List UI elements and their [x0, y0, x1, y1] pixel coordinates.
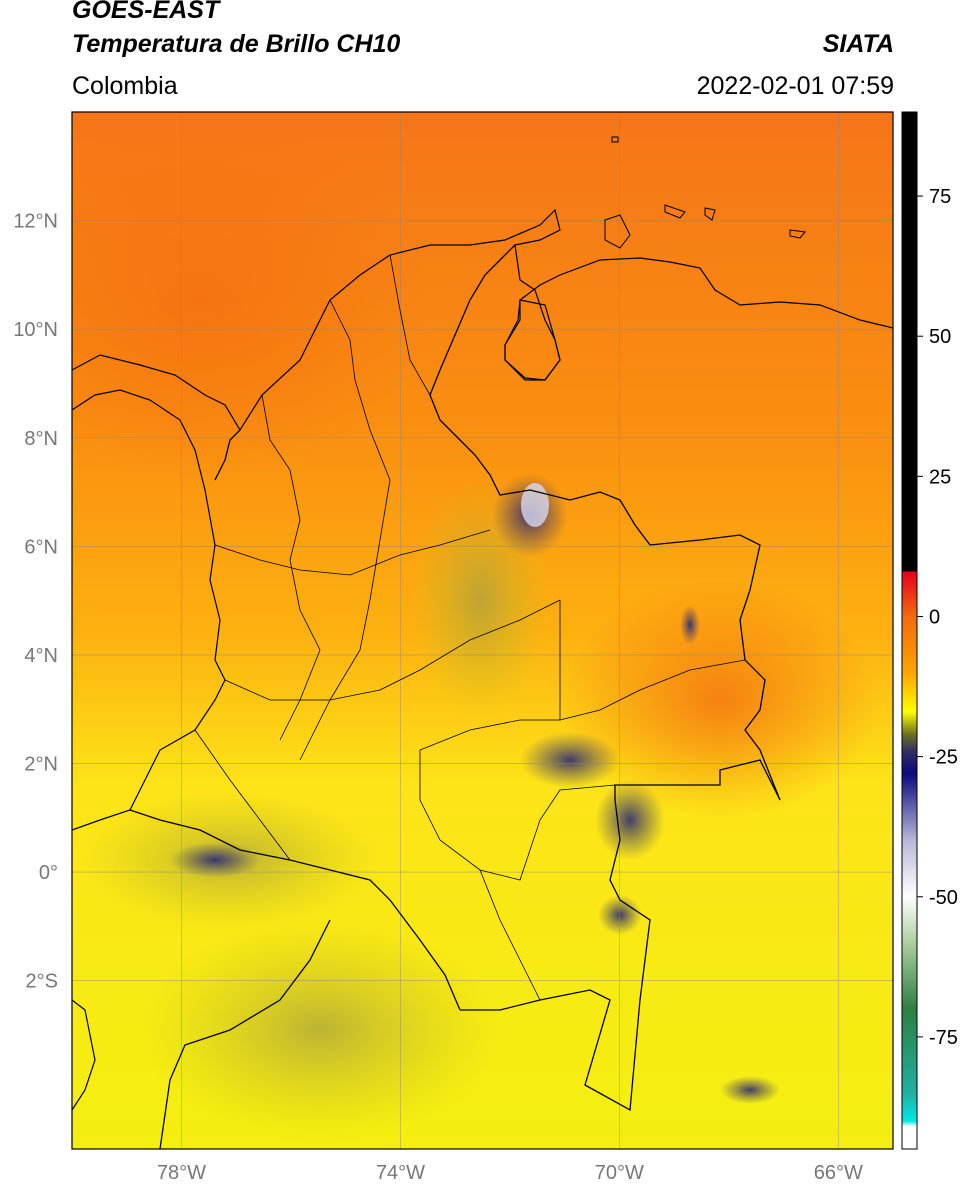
- latitude-tick-label: 10°N: [13, 319, 58, 341]
- convection-cell: [598, 895, 642, 935]
- department-border: [479, 869, 541, 1001]
- lake-maracaibo: [504, 299, 561, 381]
- island: [704, 207, 716, 221]
- colorbar-tick-label: -25: [929, 747, 958, 769]
- international-borders: [129, 244, 781, 1149]
- latitude-tick-label: 8°N: [24, 428, 58, 450]
- department-border: [419, 600, 616, 881]
- longitude-tick-label: 66°W: [814, 1162, 863, 1184]
- latitude-labels: 12°N 10°N 8°N 6°N 4°N 2°N 0° 2°S: [13, 211, 58, 993]
- island: [611, 136, 619, 143]
- convection-cell: [521, 483, 549, 527]
- latitude-tick-label: 4°N: [24, 645, 58, 667]
- colorbar-tick-label: 0: [929, 606, 940, 628]
- warm-region: [72, 120, 430, 480]
- datetime-label: 2022-02-01 07:59: [696, 72, 894, 100]
- convection-cell: [720, 1076, 780, 1104]
- department-border: [224, 599, 561, 701]
- latitude-tick-label: 2°S: [26, 971, 58, 993]
- title-line1: GOES-EAST: [72, 0, 220, 24]
- map-panel: [72, 112, 893, 1149]
- department-border: [194, 729, 291, 861]
- convection-cell: [170, 842, 260, 878]
- pacific-coast-south: [72, 999, 96, 1111]
- panama-border: [214, 429, 241, 481]
- latitude-tick-label: 6°N: [24, 536, 58, 558]
- latitude-tick-label: 2°N: [24, 754, 58, 776]
- longitude-tick-label: 74°W: [376, 1162, 425, 1184]
- colorbar-frame: [901, 111, 918, 1150]
- colorbar-tick-label: 25: [929, 466, 951, 488]
- pacific-coast: [72, 389, 226, 831]
- department-border: [299, 299, 391, 761]
- department-border: [214, 529, 491, 576]
- colorbar-tick-label: -75: [929, 1027, 958, 1049]
- island: [604, 214, 631, 249]
- convection-cell: [595, 780, 665, 860]
- colombia-ecuador-peru-border: [129, 809, 461, 1011]
- latitude-tick-label: 0°: [39, 862, 58, 884]
- cloud-region: [140, 920, 500, 1140]
- region-label: Colombia: [72, 72, 178, 100]
- island: [664, 204, 686, 219]
- department-borders: [194, 254, 746, 1001]
- department-border: [389, 254, 431, 396]
- colorbar-tick-label: 75: [929, 186, 951, 208]
- colorbar: 75 50 25 0 -25 -50 -75: [901, 111, 958, 1150]
- colombia-brazil-border: [460, 759, 781, 1112]
- longitude-tick-label: 70°W: [595, 1162, 644, 1184]
- ecuador-peru-border: [159, 919, 331, 1149]
- islands: [604, 136, 806, 249]
- latitude-tick-label: 12°N: [13, 211, 58, 233]
- title-line2: Temperatura de Brillo CH10: [72, 30, 401, 58]
- colorbar-tick-label: -50: [929, 887, 958, 909]
- department-border: [261, 394, 321, 741]
- island: [789, 229, 806, 239]
- colorbar-fill: [902, 112, 917, 1149]
- longitude-tick-label: 78°W: [157, 1162, 206, 1184]
- colombia-venezuela-border: [429, 244, 781, 801]
- gridlines: [72, 112, 893, 1149]
- convection-cell: [680, 605, 700, 645]
- warm-region: [560, 580, 880, 820]
- map-frame: [71, 111, 894, 1150]
- colorbar-tick-label: 50: [929, 326, 951, 348]
- department-border: [559, 659, 746, 721]
- brand-label: SIATA: [822, 30, 894, 58]
- convection-cell: [520, 732, 620, 788]
- longitude-labels: 78°W 74°W 70°W 66°W: [157, 1162, 863, 1184]
